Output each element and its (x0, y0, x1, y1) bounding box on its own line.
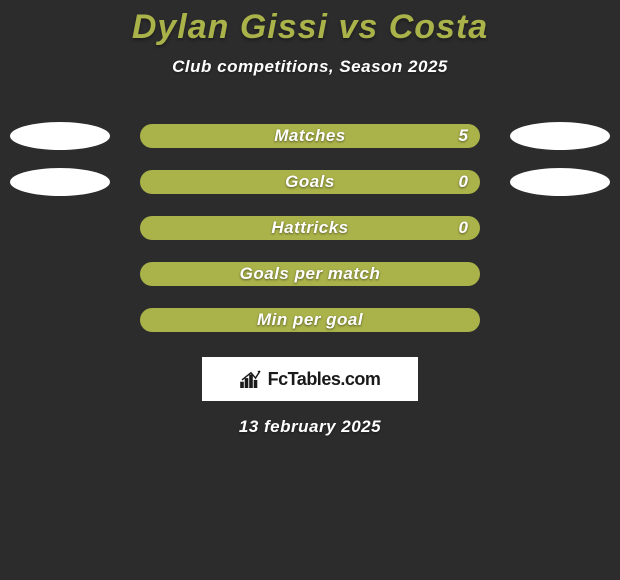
stat-row: Goals 0 (0, 159, 620, 205)
page-subtitle: Club competitions, Season 2025 (0, 57, 620, 77)
footer-date: 13 february 2025 (0, 417, 620, 437)
stat-bar: Matches 5 (140, 124, 480, 148)
chart-icon (240, 370, 262, 388)
infographic-container: Dylan Gissi vs Costa Club competitions, … (0, 0, 620, 580)
stats-area: Matches 5 Goals 0 Hattricks 0 Goals per match M… (0, 113, 620, 343)
player-right-ellipse (510, 122, 610, 150)
stat-bar: Goals 0 (140, 170, 480, 194)
stat-row: Min per goal (0, 297, 620, 343)
player-left-ellipse (10, 122, 110, 150)
stat-bar: Hattricks 0 (140, 216, 480, 240)
stat-value: 0 (459, 172, 468, 192)
stat-label: Goals (285, 172, 335, 192)
stat-label: Min per goal (257, 310, 363, 330)
player-right-ellipse (510, 168, 610, 196)
page-title: Dylan Gissi vs Costa (0, 0, 620, 47)
stat-label: Goals per match (240, 264, 381, 284)
player-left-ellipse (10, 168, 110, 196)
stat-row: Matches 5 (0, 113, 620, 159)
logo-box: FcTables.com (202, 357, 418, 401)
stat-row: Goals per match (0, 251, 620, 297)
stat-bar: Min per goal (140, 308, 480, 332)
logo-text: FcTables.com (268, 369, 381, 390)
stat-value: 5 (459, 126, 468, 146)
stat-bar: Goals per match (140, 262, 480, 286)
stat-label: Hattricks (271, 218, 348, 238)
stat-value: 0 (459, 218, 468, 238)
stat-label: Matches (274, 126, 346, 146)
stat-row: Hattricks 0 (0, 205, 620, 251)
